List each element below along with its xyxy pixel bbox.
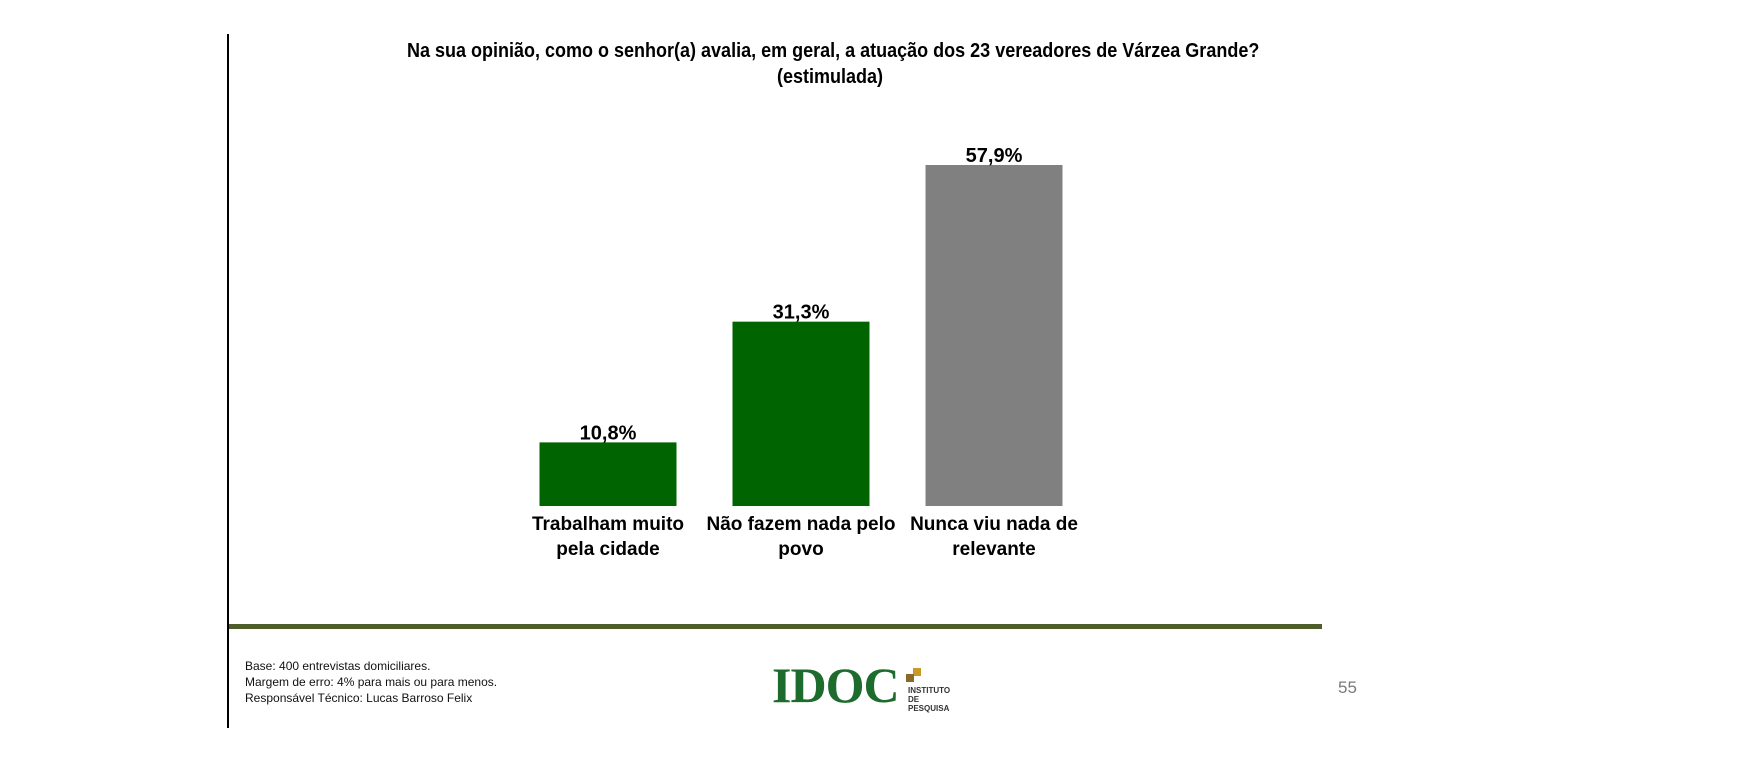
footnote-responsible: Responsável Técnico: Lucas Barroso Felix [245, 691, 473, 705]
logo-square-icon-secondary [906, 674, 914, 682]
idoc-logo: IDOC INSTITUTO DE PESQUISA [772, 660, 962, 716]
bar-value-label-2: 31,3% [773, 302, 830, 324]
bar-1 [539, 442, 677, 506]
chart-title-block: Na sua opinião, como o senhor(a) avalia,… [407, 38, 1260, 90]
category-label-3-line-2: relevante [952, 539, 1035, 560]
category-label-1-line-1: Trabalham muito [532, 514, 684, 535]
logo-sub-line1: INSTITUTO [908, 686, 951, 695]
bar-value-label-1: 10,8% [580, 422, 637, 444]
bar-value-label-3: 57,9% [966, 145, 1023, 167]
bar-2 [732, 321, 870, 506]
logo-sub-line2: DE PESQUISA [908, 695, 950, 713]
chart-title: Na sua opinião, como o senhor(a) avalia,… [407, 40, 1260, 62]
category-label-2-line-1: Não fazem nada pelo [707, 514, 896, 535]
left-vertical-rule [227, 34, 229, 728]
logo-square-icon [913, 668, 921, 676]
logo-subtitle: INSTITUTO DE PESQUISA [908, 686, 962, 713]
bar-3 [925, 165, 1063, 506]
footnotes: Base: 400 entrevistas domiciliares. Marg… [245, 658, 497, 706]
logo-wordmark: IDOC [772, 657, 900, 713]
category-label-3-line-1: Nunca viu nada de [910, 514, 1078, 535]
category-label-1-line-2: pela cidade [556, 539, 660, 560]
category-label-2-line-2: povo [778, 539, 823, 560]
footer-rule [229, 624, 1322, 629]
page-number: 55 [1338, 678, 1357, 697]
bar-chart: 10,8% Trabalham muito pela cidade 31,3% Não … [532, 145, 1078, 560]
chart-subtitle: (estimulada) [776, 66, 884, 88]
footnote-base: Base: 400 entrevistas domiciliares. [245, 659, 431, 673]
footnote-margin: Margem de erro: 4% para mais ou para men… [245, 675, 498, 689]
